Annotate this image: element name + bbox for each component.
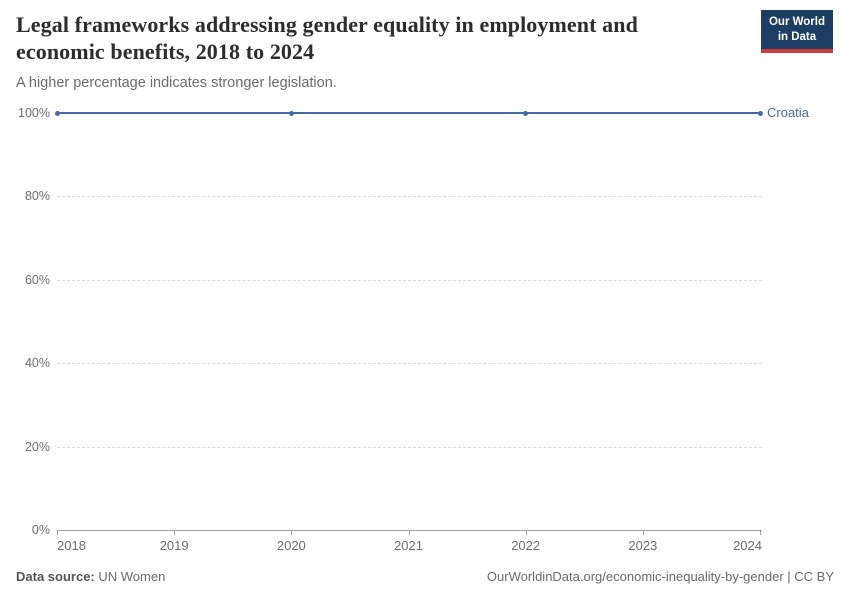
x-axis-tick-label: 2018	[57, 538, 86, 553]
footer-attribution-link[interactable]: OurWorldinData.org/economic-inequality-b…	[486, 569, 834, 584]
x-axis-tick	[760, 530, 761, 535]
x-axis-tick-label: 2024	[733, 538, 762, 553]
data-point-marker[interactable]	[288, 110, 294, 116]
entity-label-croatia[interactable]: Croatia	[767, 105, 809, 120]
owid-logo-line2: in Data	[777, 30, 817, 43]
y-axis-tick-label: 20%	[24, 439, 50, 454]
y-axis-tick-label: 0%	[31, 523, 50, 537]
x-axis-tick	[525, 530, 527, 535]
data-line-croatia[interactable]	[57, 112, 760, 114]
gridline	[57, 446, 762, 448]
data-point-marker[interactable]	[757, 110, 763, 116]
owid-logo-line1: Our World	[768, 16, 825, 28]
gridline	[57, 363, 762, 365]
owid-logo[interactable]: Our World in Data	[760, 10, 833, 53]
datasource-value: UN Women	[98, 569, 166, 584]
x-axis-tick-label: 2021	[394, 538, 423, 553]
chart-subtitle: A higher percentage indicates stronger l…	[16, 75, 337, 91]
y-axis-tick-label: 100%	[18, 106, 50, 120]
gridline	[57, 279, 762, 281]
datasource-label: Data source:	[16, 569, 95, 584]
x-axis-tick-label: 2020	[276, 538, 306, 553]
y-axis-tick-label: 40%	[24, 356, 50, 371]
x-axis-tick	[291, 530, 293, 535]
x-axis-tick	[57, 530, 58, 535]
x-axis-tick	[642, 530, 644, 535]
data-point-marker[interactable]	[523, 110, 529, 116]
y-axis-tick-label: 60%	[24, 272, 50, 287]
x-axis-tick	[174, 530, 176, 535]
x-axis-tick-label: 2023	[628, 538, 658, 553]
chart-title: Legal frameworks addressing gender equal…	[16, 12, 638, 64]
gridline	[57, 196, 762, 198]
footer-datasource: Data source: UN Women	[16, 569, 165, 584]
x-axis-tick-label: 2022	[511, 538, 541, 553]
x-axis-tick-label: 2019	[159, 538, 189, 553]
data-point-marker[interactable]	[54, 110, 60, 116]
x-axis	[57, 530, 762, 531]
y-axis-tick-label: 80%	[24, 189, 50, 204]
x-axis-tick	[408, 530, 410, 535]
